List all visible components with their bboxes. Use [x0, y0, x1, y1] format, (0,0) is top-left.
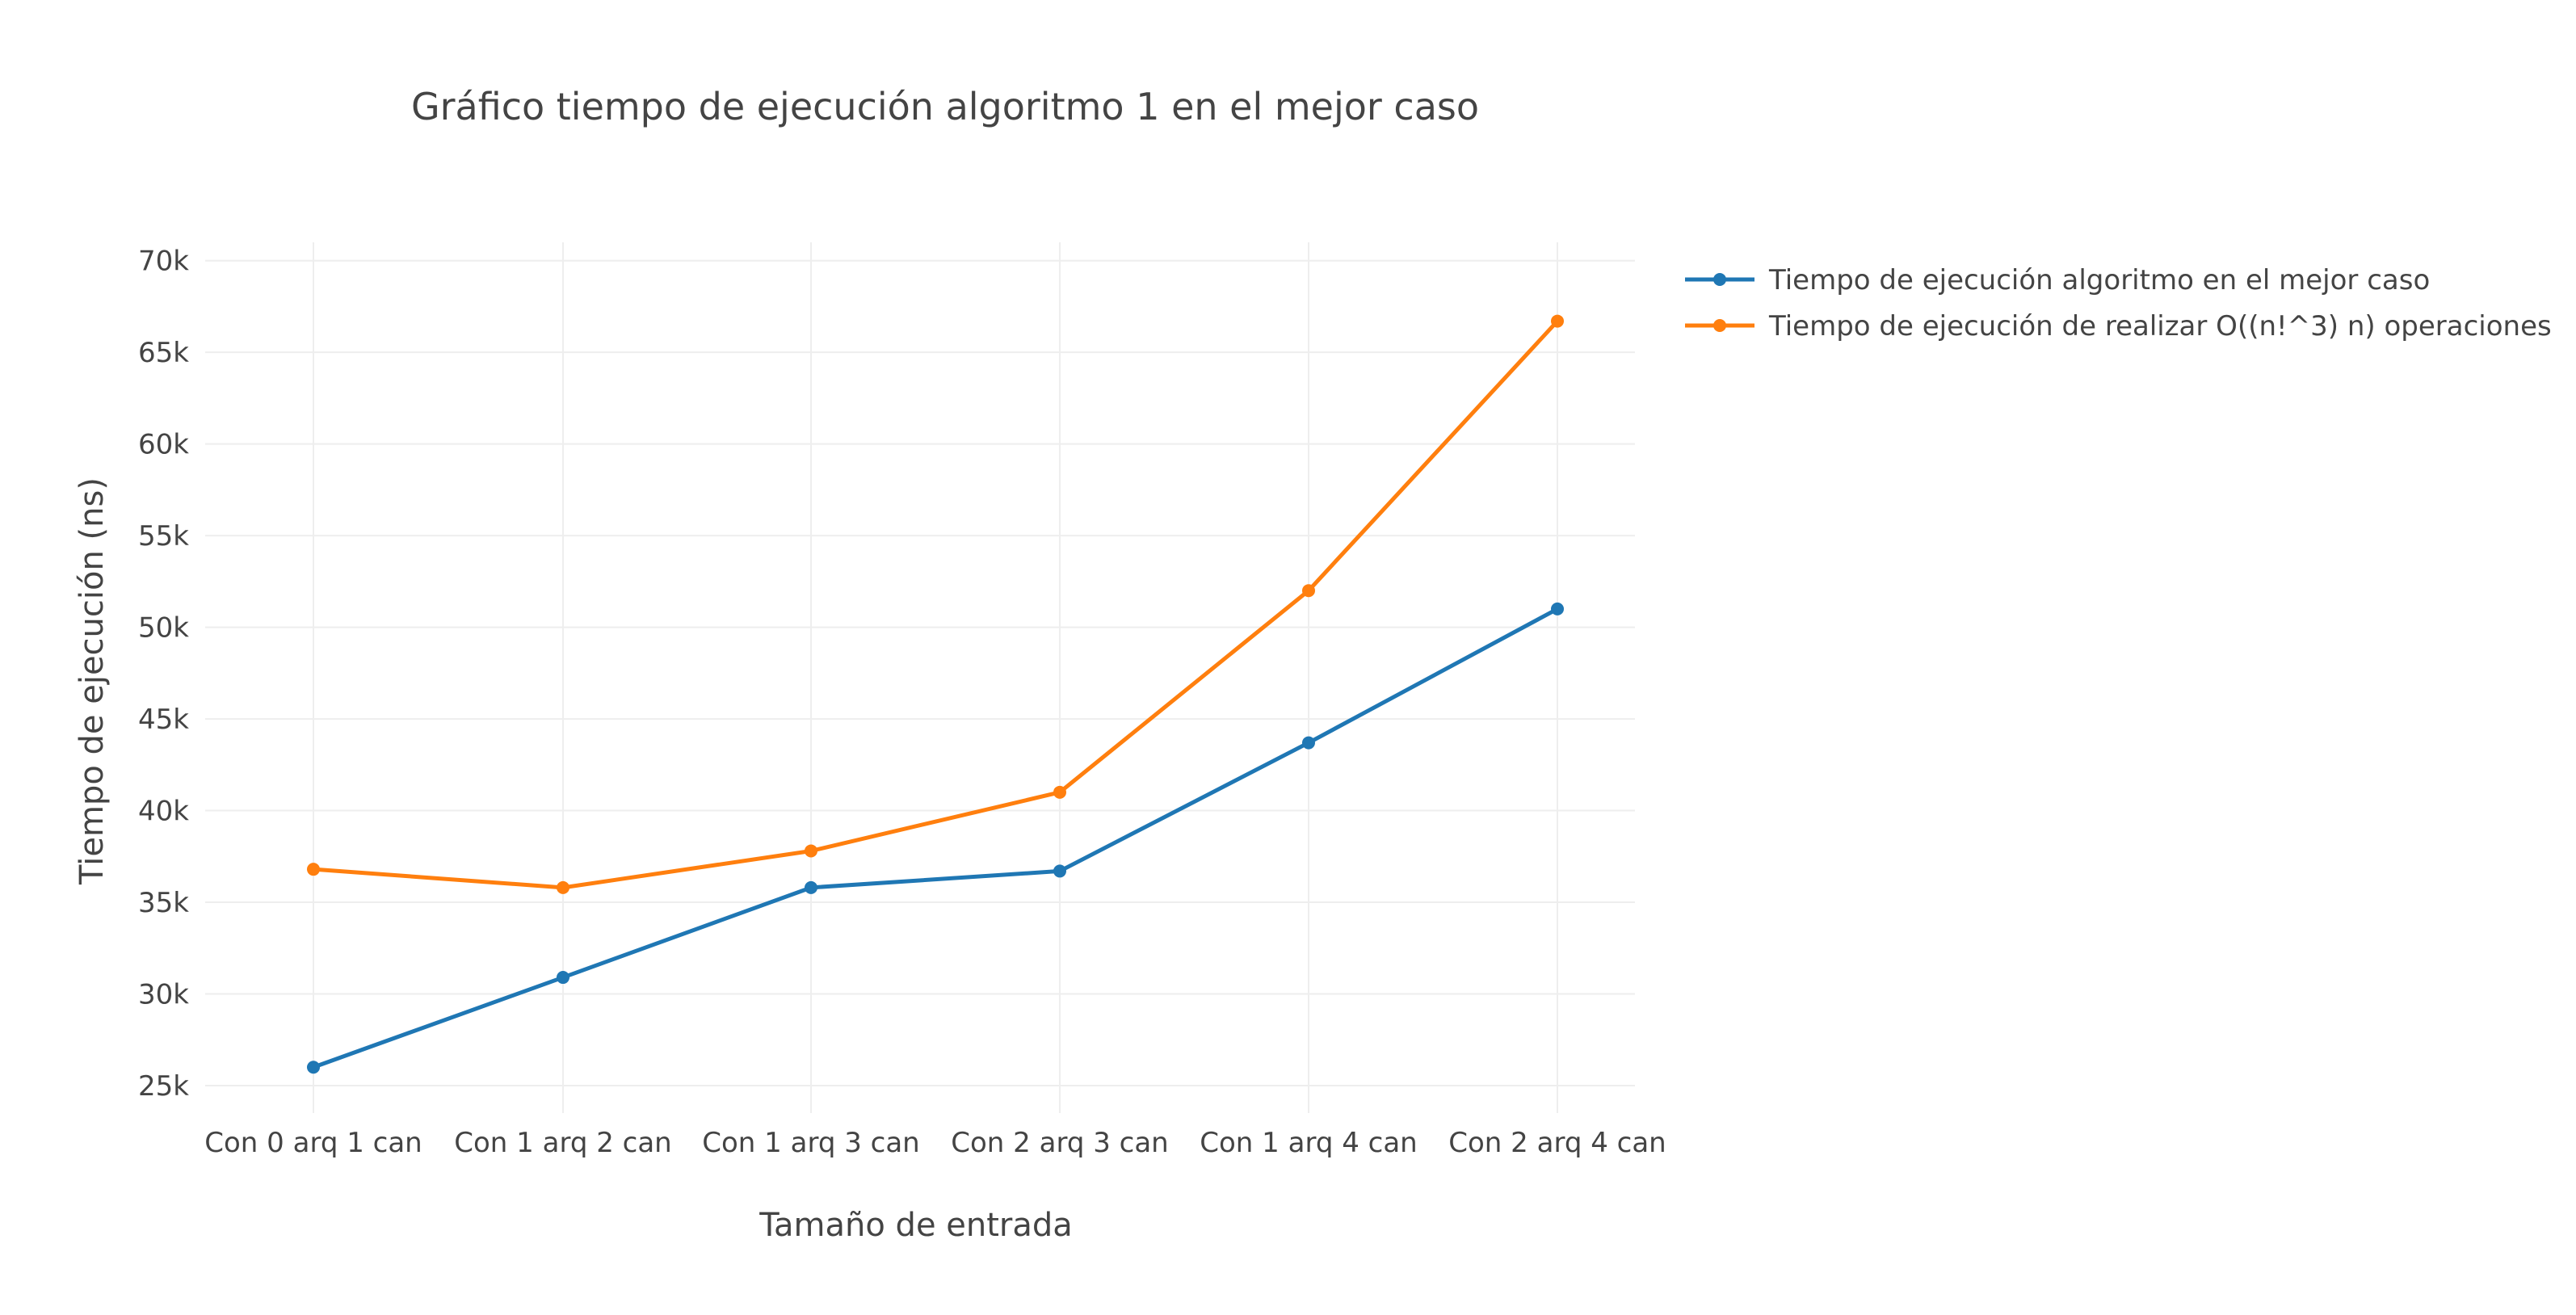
series-line[interactable]: [311, 607, 1560, 1069]
x-tick-label: Con 2 arq 4 can: [1448, 1127, 1666, 1159]
data-point[interactable]: [557, 971, 569, 985]
data-point[interactable]: [1302, 584, 1315, 598]
axis-layer: 25k 30k 35k 40k 45k 50k 55k 60k 65k 70k Con 0 arq …: [138, 246, 1666, 1159]
x-tick-label: Con 0 arq 1 can: [204, 1127, 422, 1159]
data-point[interactable]: [1053, 864, 1066, 878]
x-tick-label: Con 1 arq 4 can: [1200, 1127, 1417, 1159]
x-tick-label: Con 1 arq 3 can: [702, 1127, 919, 1159]
legend-item[interactable]: Tiempo de ejecución algoritmo en el mejo…: [1685, 264, 2430, 296]
series-layer: [307, 314, 1564, 1074]
data-point[interactable]: [557, 880, 569, 894]
x-tick-label: Con 2 arq 3 can: [951, 1127, 1168, 1159]
legend-marker-swatch: [1713, 319, 1726, 332]
y-tick-label: 70k: [138, 246, 189, 278]
data-point[interactable]: [1551, 602, 1564, 615]
data-point[interactable]: [1053, 785, 1066, 799]
data-point[interactable]: [307, 1061, 320, 1074]
x-axis-title: Tamaño de entrada: [759, 1207, 1073, 1244]
legend-item[interactable]: Tiempo de ejecución de realizar O((n!^3)…: [1685, 310, 2552, 342]
y-tick-label: 35k: [138, 887, 189, 919]
y-axis-title: Tiempo de ejecución (ns): [74, 477, 111, 885]
x-tick-label: Con 1 arq 2 can: [454, 1127, 671, 1159]
legend-label: Tiempo de ejecución algoritmo en el mejo…: [1768, 264, 2430, 296]
data-point[interactable]: [805, 880, 817, 894]
y-tick-label: 55k: [138, 520, 189, 552]
y-tick-label: 25k: [138, 1070, 189, 1103]
series-2[interactable]: [307, 314, 1564, 894]
legend[interactable]: Tiempo de ejecución algoritmo en el mejo…: [1685, 264, 2552, 342]
data-point[interactable]: [307, 863, 320, 876]
y-tick-label: 65k: [138, 337, 189, 369]
y-tick-label: 40k: [138, 796, 189, 828]
y-tick-label: 60k: [138, 429, 189, 461]
series-1[interactable]: [307, 602, 1564, 1074]
y-tick-label: 50k: [138, 612, 189, 645]
legend-marker-swatch: [1713, 273, 1726, 286]
data-point[interactable]: [1302, 736, 1315, 750]
chart-title: Gráfico tiempo de ejecución algoritmo 1 …: [411, 85, 1479, 128]
y-tick-label: 30k: [138, 978, 189, 1010]
series-line[interactable]: [311, 319, 1560, 890]
y-tick-label: 45k: [138, 704, 189, 736]
data-point[interactable]: [1551, 314, 1564, 328]
legend-label: Tiempo de ejecución de realizar O((n!^3)…: [1768, 310, 2552, 342]
grid-layer: [205, 242, 1635, 1113]
data-point[interactable]: [805, 844, 817, 858]
